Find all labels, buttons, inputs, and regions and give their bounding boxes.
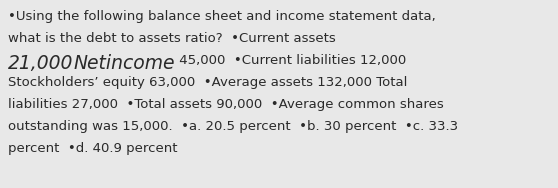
Text: Netincome: Netincome bbox=[73, 54, 175, 73]
Text: percent  •d. 40.9 percent: percent •d. 40.9 percent bbox=[8, 142, 177, 155]
Text: what is the debt to assets ratio?  •Current assets: what is the debt to assets ratio? •Curre… bbox=[8, 32, 336, 45]
Text: liabilities 27,000  •Total assets 90,000  •Average common shares: liabilities 27,000 •Total assets 90,000 … bbox=[8, 98, 444, 111]
Text: 45,000  •Current liabilities 12,000: 45,000 •Current liabilities 12,000 bbox=[175, 54, 406, 67]
Text: •Using the following balance sheet and income statement data,: •Using the following balance sheet and i… bbox=[8, 10, 436, 23]
Text: outstanding was 15,000.  •a. 20.5 percent  •b. 30 percent  •c. 33.3: outstanding was 15,000. •a. 20.5 percent… bbox=[8, 120, 458, 133]
Text: 21,000: 21,000 bbox=[8, 54, 73, 73]
Text: Stockholders’ equity 63,000  •Average assets 132,000 Total: Stockholders’ equity 63,000 •Average ass… bbox=[8, 76, 407, 89]
